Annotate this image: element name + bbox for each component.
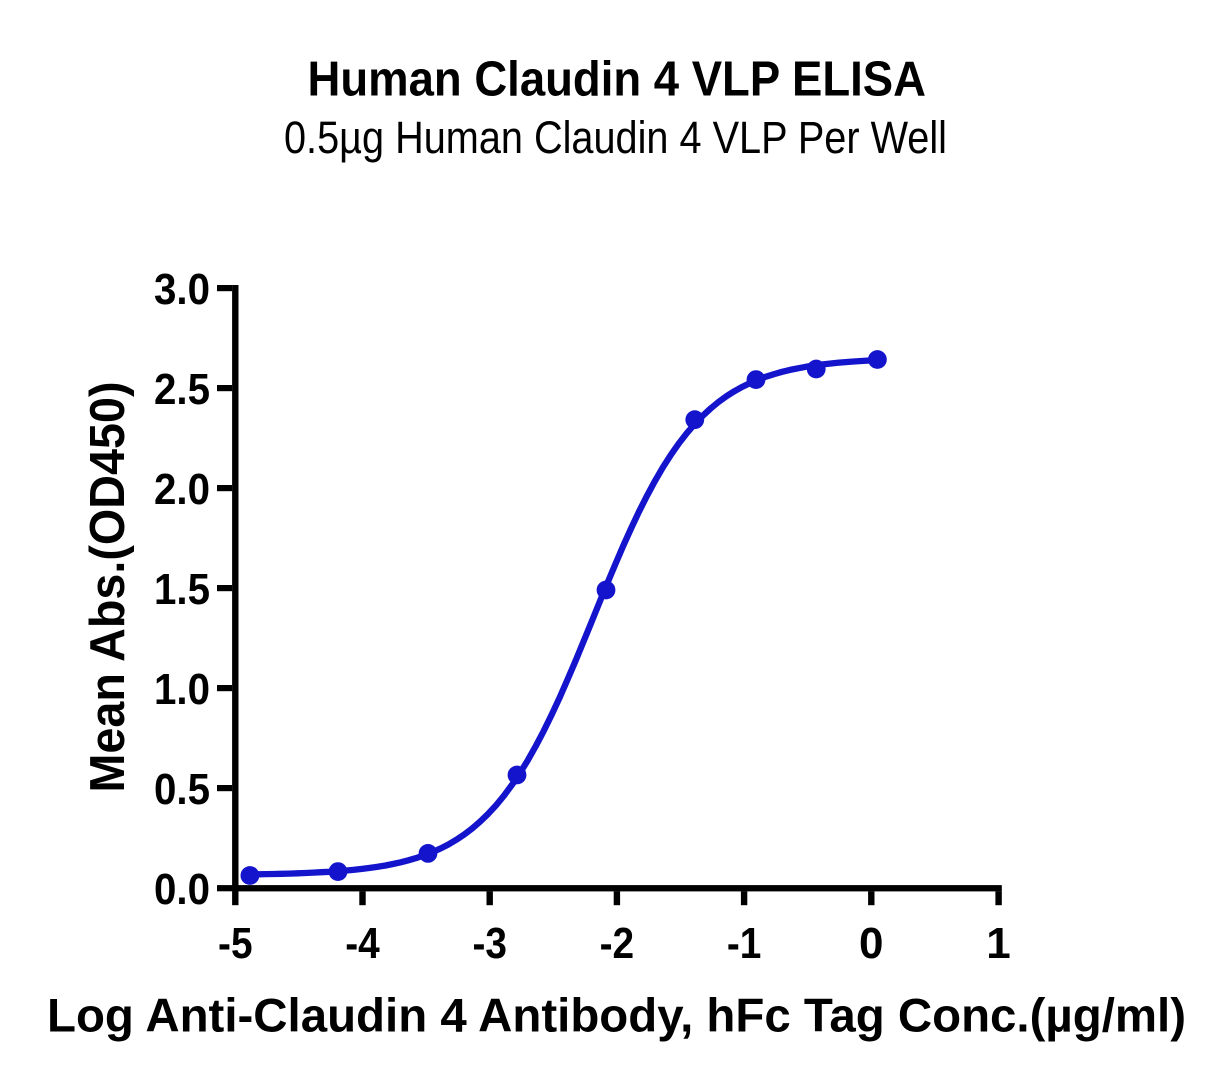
svg-text:-4: -4 (345, 919, 380, 968)
svg-text:0.5µg Human Claudin 4 VLP Per: 0.5µg Human Claudin 4 VLP Per Well (284, 112, 947, 163)
svg-text:-1: -1 (727, 919, 762, 968)
svg-text:2.5: 2.5 (154, 365, 210, 414)
svg-text:2.0: 2.0 (154, 465, 210, 514)
svg-text:Log Anti-Claudin 4 Antibody, h: Log Anti-Claudin 4 Antibody, hFc Tag Con… (47, 990, 1186, 1043)
svg-text:1.5: 1.5 (154, 565, 210, 614)
svg-text:-3: -3 (472, 919, 507, 968)
svg-text:3.0: 3.0 (154, 265, 210, 314)
svg-text:1: 1 (986, 919, 1010, 968)
svg-text:0: 0 (859, 919, 883, 968)
svg-text:Mean Abs.(OD450): Mean Abs.(OD450) (81, 382, 135, 793)
svg-text:0.5: 0.5 (154, 765, 210, 814)
svg-text:-5: -5 (218, 919, 253, 968)
svg-text:Human Claudin 4 VLP ELISA: Human Claudin 4 VLP ELISA (308, 52, 927, 107)
svg-text:1.0: 1.0 (154, 665, 210, 714)
svg-text:-2: -2 (600, 919, 635, 968)
svg-text:0.0: 0.0 (154, 865, 210, 914)
